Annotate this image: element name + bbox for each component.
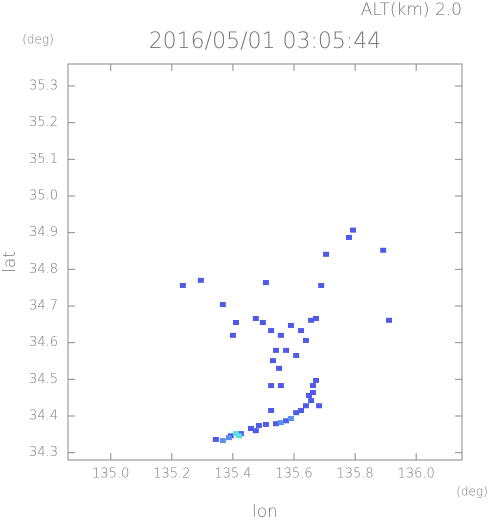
echo-point: [287, 416, 294, 422]
echo-point: [212, 436, 219, 442]
echo-point: [179, 282, 186, 288]
echo-point: [386, 317, 393, 323]
y-tick-label: 35.2: [29, 115, 58, 130]
x-tick-label: 136.0: [398, 467, 435, 482]
echo-point: [305, 392, 312, 398]
echo-point: [252, 315, 259, 321]
echo-point: [277, 420, 284, 426]
echo-point: [318, 282, 325, 288]
y-tick-label: 35.0: [29, 189, 58, 204]
x-tick-label: 135.0: [92, 467, 129, 482]
echo-point: [293, 410, 300, 416]
x-unit: (deg): [456, 485, 488, 499]
echo-point: [298, 408, 305, 413]
echo-point: [276, 365, 283, 371]
echo-point: [232, 320, 239, 325]
y-tick-label: 34.5: [29, 372, 58, 387]
y-tick-label: 34.3: [29, 445, 58, 460]
echo-point: [252, 428, 259, 434]
echo-point: [268, 408, 275, 413]
echo-point: [262, 421, 269, 427]
y-tick-label: 34.6: [29, 335, 58, 350]
echo-point: [262, 280, 269, 286]
y-tick-label: 35.3: [29, 79, 58, 94]
x-axis-label: lon: [252, 502, 278, 521]
echo-point: [272, 347, 279, 353]
echo-point: [283, 418, 290, 424]
echo-point: [255, 423, 262, 429]
y-unit: (deg): [22, 33, 54, 47]
echo-point: [247, 425, 254, 431]
chart-title: 2016/05/01 03:05:44: [149, 29, 382, 54]
echo-point: [298, 328, 305, 334]
echo-point: [308, 398, 315, 404]
supertitle: ALT(km) 2.0: [361, 0, 462, 20]
y-tick-label: 34.9: [29, 225, 58, 240]
echo-point: [313, 377, 320, 383]
echo-point: [283, 347, 290, 353]
y-axis-label: lat: [0, 251, 20, 273]
x-tick-label: 135.4: [214, 467, 251, 482]
plot-frame: [67, 63, 463, 461]
echo-point: [277, 332, 284, 338]
y-tick-label: 35.1: [29, 152, 58, 167]
x-tick-label: 135.8: [336, 467, 373, 482]
echo-point: [287, 322, 294, 328]
echo-point: [302, 403, 309, 409]
echo-point: [323, 251, 330, 257]
echo-point: [272, 421, 279, 427]
echo-point: [345, 234, 352, 240]
echo-point: [259, 320, 266, 325]
echo-point: [380, 247, 387, 253]
echo-point: [225, 435, 232, 441]
echo-point: [309, 390, 316, 396]
echo-point: [219, 438, 226, 444]
echo-point: [232, 431, 239, 437]
echo-point: [309, 383, 316, 389]
y-tick-label: 34.7: [29, 299, 58, 314]
y-tick-label: 34.8: [29, 262, 58, 277]
echo-point: [316, 403, 323, 409]
echo-point: [269, 358, 276, 364]
x-tick-label: 135.2: [153, 467, 190, 482]
echo-point: [308, 317, 315, 323]
echo-point: [219, 302, 226, 308]
echo-point: [302, 337, 309, 343]
echo-point: [349, 227, 356, 233]
echo-point: [293, 353, 300, 358]
y-tick-label: 34.4: [29, 409, 58, 424]
echo-point: [236, 433, 243, 439]
echo-point: [268, 328, 275, 334]
echo-point: [277, 383, 284, 389]
echo-point: [229, 332, 236, 338]
echo-point: [268, 383, 275, 389]
echo-point: [313, 315, 320, 321]
echo-point: [197, 277, 204, 283]
x-tick-label: 135.6: [275, 467, 312, 482]
